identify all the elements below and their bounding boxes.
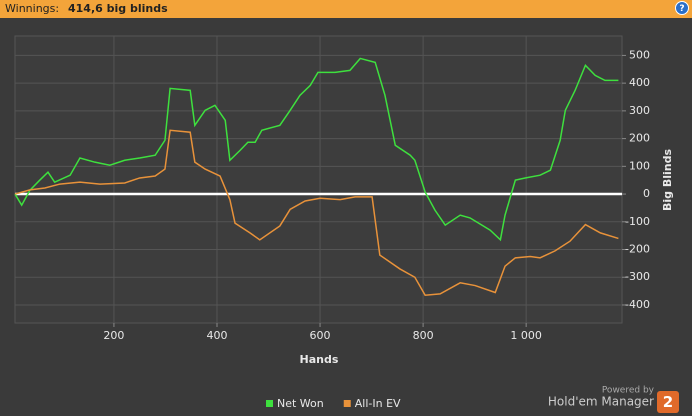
x-tick-label: 800 <box>413 329 434 342</box>
x-axis-title: Hands <box>300 353 339 366</box>
legend: Net Won All-In EV <box>266 397 401 410</box>
y-tick-label: -100 <box>625 215 650 228</box>
plot <box>14 36 626 327</box>
series-line <box>14 57 619 242</box>
brand: Hold'em Manager <box>548 395 654 409</box>
x-tick-label: 1 000 <box>510 329 542 342</box>
x-tick-label: 200 <box>103 329 124 342</box>
y-tick-label: 100 <box>629 159 650 172</box>
brand-version: 2 <box>663 393 673 411</box>
y-tick-label: 500 <box>629 48 650 61</box>
y-tick-label: 300 <box>629 104 650 117</box>
y-tick-label: -400 <box>625 298 650 311</box>
header-value: 414,6 big blinds <box>68 2 168 15</box>
help-icon[interactable] <box>675 1 689 15</box>
series-line <box>14 129 619 297</box>
y-tick-label: 400 <box>629 76 650 89</box>
x-tick-label: 600 <box>310 329 331 342</box>
y-tick-label: 200 <box>629 132 650 145</box>
plot-area <box>14 35 623 324</box>
legend-swatch <box>343 400 351 407</box>
legend-swatch <box>266 400 273 407</box>
y-axis-title: Big Blinds <box>661 149 674 211</box>
help-glyph: ? <box>679 4 684 14</box>
brand-logo <box>657 391 679 413</box>
header-label: Winnings: <box>5 2 59 15</box>
header-bar <box>0 0 692 18</box>
legend-label: All-In EV <box>355 397 401 410</box>
y-tick-label: -200 <box>625 243 650 256</box>
y-tick-label: 0 <box>643 187 650 200</box>
y-tick-label: -300 <box>625 270 650 283</box>
legend-label: Net Won <box>277 397 324 410</box>
powered-by: Powered by <box>602 386 655 396</box>
x-tick-label: 400 <box>206 329 227 342</box>
